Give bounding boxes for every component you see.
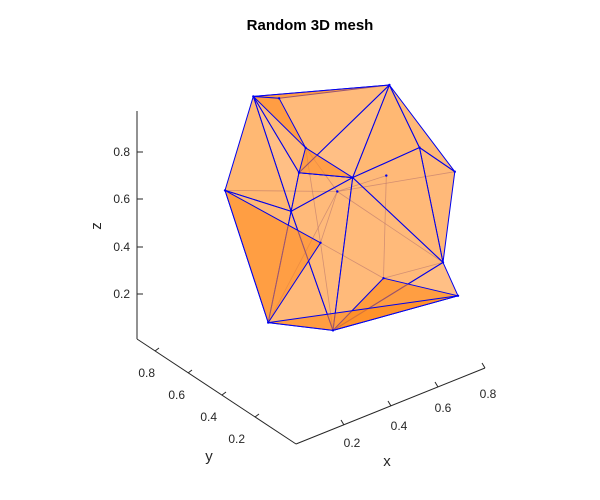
y-tick-label: 0.6 [168, 388, 185, 402]
mesh-face [224, 189, 321, 324]
chart-title: Random 3D mesh [247, 17, 374, 34]
y-tick-mark [187, 369, 193, 374]
x-tick-label: 0.8 [480, 387, 497, 401]
y-tick-label: 0.2 [228, 432, 245, 446]
z-tick-label: 0.6 [113, 192, 130, 206]
mesh-vertex [382, 277, 385, 280]
x-tick-mark [434, 381, 439, 388]
mesh-vertex [441, 261, 445, 264]
mesh-vertex [319, 241, 322, 244]
mesh-surface [223, 83, 460, 332]
mesh-face [267, 295, 459, 331]
mesh-vertex [453, 170, 456, 173]
y-axis-line [136, 338, 297, 445]
z-tick-label: 0.2 [113, 287, 130, 301]
x-tick-mark [340, 419, 345, 426]
mesh-vertex [331, 329, 335, 332]
y-tick-mark [221, 391, 227, 396]
mesh-vertex [289, 210, 293, 213]
x-tick-label: 0.2 [344, 436, 361, 450]
mesh-vertex [456, 294, 460, 297]
mesh-vertex [267, 321, 270, 324]
x-tick-mark [387, 400, 392, 407]
z-tick-label: 0.4 [113, 240, 130, 254]
mesh-vertex [351, 176, 354, 179]
x-axis-label: x [383, 453, 391, 470]
y-tick-label: 0.4 [200, 410, 217, 424]
x-tick-mark [481, 362, 486, 369]
mesh-vertex [297, 171, 301, 174]
z-axis-label: z [88, 222, 105, 230]
x-tick-label: 0.6 [435, 401, 452, 415]
y-axis-label: y [205, 448, 213, 465]
mesh-face [298, 147, 354, 179]
y-tick-mark [154, 347, 160, 352]
z-tick-label: 0.8 [113, 145, 130, 159]
mesh-vertex [277, 97, 281, 100]
mesh-vertex [385, 174, 388, 177]
y-tick-mark [254, 413, 260, 418]
mesh-vertex [388, 83, 391, 87]
mesh-vertex [418, 146, 421, 149]
mesh-face [252, 95, 307, 149]
mesh-vertex [223, 189, 227, 192]
mesh-vertex [252, 95, 255, 98]
x-tick-label: 0.4 [391, 419, 408, 433]
mesh-vertex [336, 190, 339, 193]
mesh-vertex [304, 146, 307, 149]
y-tick-label: 0.8 [138, 366, 155, 380]
